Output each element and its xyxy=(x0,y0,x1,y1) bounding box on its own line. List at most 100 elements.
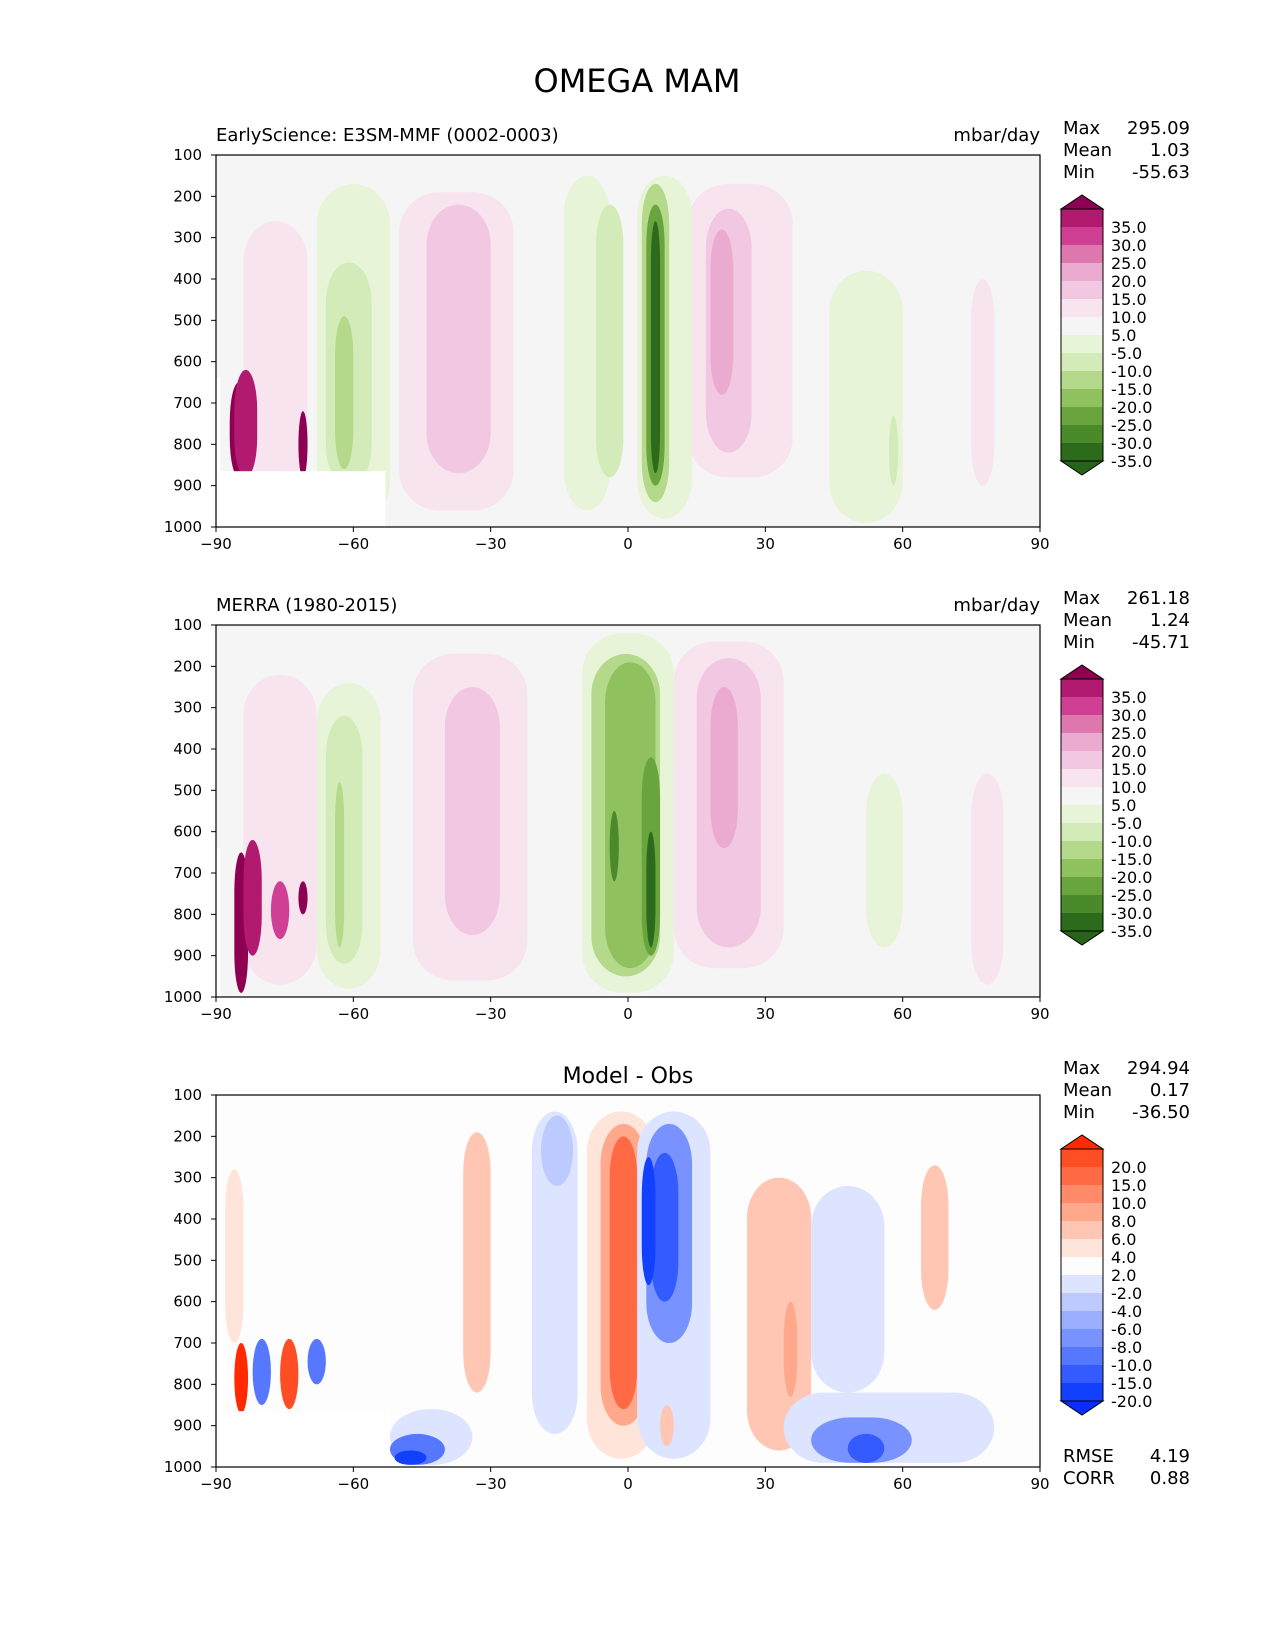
y-tick-label: 900 xyxy=(173,947,202,965)
x-tick-label: 0 xyxy=(623,535,633,553)
colorbar-segment xyxy=(1061,1167,1103,1185)
colorbar-level-label: -25.0 xyxy=(1111,886,1152,905)
stat-value-min: -45.71 xyxy=(1132,632,1190,653)
colorbar-segment xyxy=(1061,1365,1103,1383)
contour-region-4 xyxy=(609,1136,638,1410)
x-tick-label: 30 xyxy=(756,1475,775,1493)
y-tick-label: 600 xyxy=(173,1293,202,1311)
stat-value-mean: 1.24 xyxy=(1150,610,1190,631)
colorbar-segment xyxy=(1061,389,1103,407)
colorbar-segment xyxy=(1061,263,1103,281)
panel-title: MERRA (1980-2015) xyxy=(216,595,397,616)
y-tick-label: 100 xyxy=(173,146,202,164)
contour-region-17 xyxy=(971,279,995,486)
contour-region-0 xyxy=(225,1169,244,1343)
contour-region-5 xyxy=(710,229,734,395)
y-tick-label: 800 xyxy=(173,905,202,923)
stat-label-min: Min xyxy=(1063,162,1095,183)
x-tick-label: −90 xyxy=(200,1475,232,1493)
colorbar-level-label: 10.0 xyxy=(1111,1194,1147,1213)
colorbar-segment xyxy=(1061,1347,1103,1365)
colorbar-segment xyxy=(1061,1203,1103,1221)
colorbar-level-label: -10.0 xyxy=(1111,1356,1152,1375)
colorbar-segment xyxy=(1061,733,1103,751)
figure-title: OMEGA MAM xyxy=(534,62,741,100)
stat-value-max: 294.94 xyxy=(1127,1058,1190,1079)
x-tick-label: 90 xyxy=(1030,1475,1049,1493)
stat-value-mean: 0.17 xyxy=(1150,1080,1190,1101)
colorbar-segment xyxy=(1061,1383,1103,1401)
colorbar-segment xyxy=(1061,1293,1103,1311)
corr-label: CORR xyxy=(1063,1468,1115,1489)
contour-region-2 xyxy=(426,204,491,474)
colorbar-segment xyxy=(1061,859,1103,877)
contour-region-16 xyxy=(888,415,899,486)
colorbar-extend-top xyxy=(1059,194,1105,210)
y-tick-label: 1000 xyxy=(164,988,202,1006)
colorbar-level-label: 35.0 xyxy=(1111,218,1147,237)
colorbar-level-label: 35.0 xyxy=(1111,688,1147,707)
colorbar-frame xyxy=(1060,1148,1104,1402)
y-tick-label: 300 xyxy=(173,229,202,247)
colorbar-segment xyxy=(1061,227,1103,245)
contour-field xyxy=(229,175,995,523)
terrain-mask xyxy=(216,471,386,527)
colorbar-segment xyxy=(1061,697,1103,715)
contour-region-24 xyxy=(307,1338,326,1385)
colorbar-level-label: -30.0 xyxy=(1111,434,1152,453)
colorbar-segment xyxy=(1061,877,1103,895)
colorbar-level-label: -6.0 xyxy=(1111,1320,1142,1339)
stat-value-min: -36.50 xyxy=(1132,1102,1190,1123)
colorbar-segment xyxy=(1061,353,1103,371)
y-tick-label: 900 xyxy=(173,477,202,495)
colorbar-segment xyxy=(1061,805,1103,823)
colorbar-segment xyxy=(1061,769,1103,787)
colorbar-level-label: 10.0 xyxy=(1111,778,1147,797)
x-tick-label: −60 xyxy=(338,1005,370,1023)
terrain-mask xyxy=(216,1309,226,1412)
colorbar-level-label: -20.0 xyxy=(1111,398,1152,417)
colorbar-level-label: 25.0 xyxy=(1111,724,1147,743)
colorbar-segment xyxy=(1061,1329,1103,1347)
y-tick-label: 700 xyxy=(173,864,202,882)
colorbar-level-label: 2.0 xyxy=(1111,1266,1136,1285)
stat-label-mean: Mean xyxy=(1063,610,1112,631)
contour-region-19 xyxy=(234,369,258,478)
units-label: mbar/day xyxy=(953,595,1040,616)
x-tick-label: 0 xyxy=(623,1475,633,1493)
colorbar-level-label: -25.0 xyxy=(1111,416,1152,435)
y-tick-label: 1000 xyxy=(164,1458,202,1476)
colorbar-segment xyxy=(1061,841,1103,859)
stat-label-mean: Mean xyxy=(1063,1080,1112,1101)
stat-value-max: 295.09 xyxy=(1127,118,1190,139)
colorbar-segment xyxy=(1061,371,1103,389)
y-tick-label: 300 xyxy=(173,1169,202,1187)
colorbar-level-label: -2.0 xyxy=(1111,1284,1142,1303)
colorbar-segment xyxy=(1061,751,1103,769)
colorbar-segment xyxy=(1061,913,1103,931)
contour-region-19 xyxy=(920,1165,949,1310)
panel-title: EarlyScience: E3SM-MMF (0002-0003) xyxy=(216,125,559,146)
y-tick-label: 600 xyxy=(173,353,202,371)
contour-region-2 xyxy=(444,687,500,935)
stat-label-mean: Mean xyxy=(1063,140,1112,161)
stat-label-min: Min xyxy=(1063,1102,1095,1123)
contour-region-15 xyxy=(866,773,903,948)
colorbar-level-label: 20.0 xyxy=(1111,1158,1147,1177)
colorbar-level-label: 15.0 xyxy=(1111,760,1147,779)
colorbar-level-label: -15.0 xyxy=(1111,1374,1152,1393)
colorbar: 35.030.025.020.015.010.05.0-5.0-10.0-15.… xyxy=(1059,194,1152,476)
colorbar-level-label: 5.0 xyxy=(1111,796,1136,815)
contour-region-23 xyxy=(280,1338,299,1410)
contour-region-14 xyxy=(609,811,619,882)
contour-region-20 xyxy=(298,881,308,915)
panel-reference: −90 −60 −30 0 30 60 90 100 200 300 400 500 600 700 800… xyxy=(164,588,1190,1023)
colorbar-segment xyxy=(1061,1185,1103,1203)
colorbar: 20.015.010.08.06.04.02.0-2.0-4.0-6.0-8.0… xyxy=(1059,1134,1152,1416)
contour-region-15 xyxy=(829,270,903,523)
y-tick-label: 200 xyxy=(173,187,202,205)
y-tick-label: 700 xyxy=(173,1334,202,1352)
colorbar-frame xyxy=(1060,678,1104,932)
colorbar-level-label: 4.0 xyxy=(1111,1248,1136,1267)
y-tick-label: 500 xyxy=(173,1251,202,1269)
